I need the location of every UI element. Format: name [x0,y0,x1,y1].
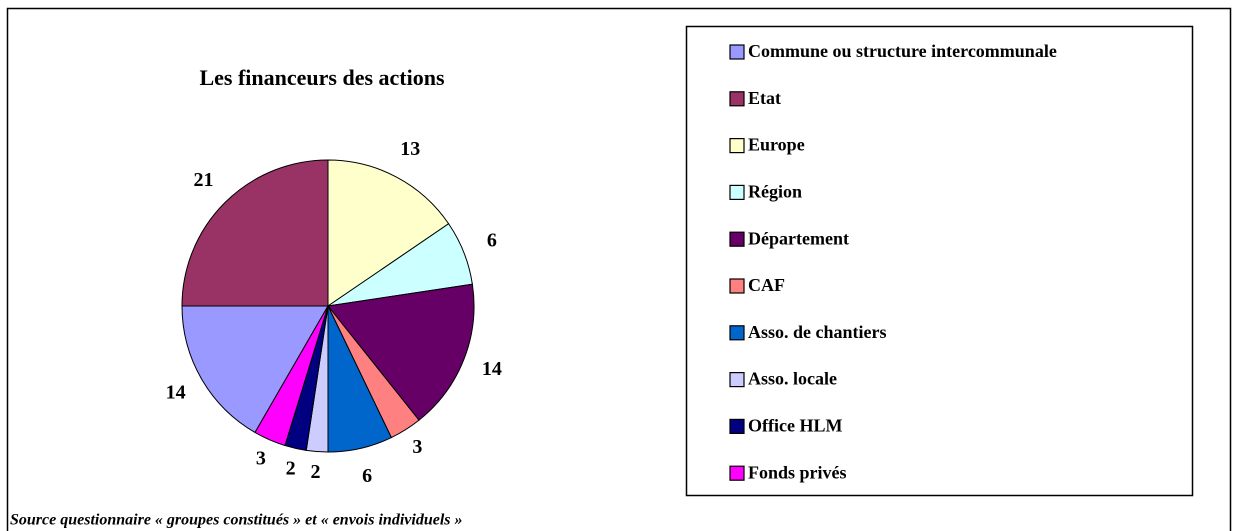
legend-swatch [729,231,745,247]
value-label: 3 [412,436,422,458]
value-label: 13 [400,138,420,160]
chart-title: Les financeurs des actions [199,65,445,90]
legend-label: Région [748,182,802,202]
legend-swatch [729,418,745,434]
legend-swatch [729,91,745,107]
pie-slice [181,159,329,307]
value-label: 6 [487,229,497,251]
legend-swatch [729,325,745,341]
legend-swatch [729,372,745,388]
pie-slice [254,305,329,447]
value-label: 14 [482,358,502,380]
legend-label: CAF [748,275,785,295]
value-label: 21 [194,169,214,191]
pie-slice [327,159,450,307]
value-label: 14 [166,382,186,404]
legend-label: Asso. de chantiers [748,322,887,342]
legend-label: Europe [748,135,805,155]
legend-label: Commune ou structure intercommunale [748,41,1057,61]
legend-swatch [729,184,745,200]
value-label: 2 [310,461,320,483]
pie-slice [327,283,475,421]
value-label: 3 [256,448,266,470]
value-label: 2 [286,457,296,479]
legend-label: Fonds privés [748,462,847,482]
legend-label: Département [748,228,849,248]
source-note: Source questionnaire « groupes constitué… [10,512,462,529]
legend-swatch [729,278,745,294]
legend-swatch [729,138,745,154]
legend-swatch [729,44,745,60]
value-label: 6 [362,465,372,487]
legend-label: Office HLM [748,416,842,436]
pie-slice [181,305,329,434]
legend-label: Asso. locale [748,369,837,389]
legend-label: Etat [748,88,781,108]
legend-swatch [729,465,745,481]
legend-box [685,25,1194,497]
